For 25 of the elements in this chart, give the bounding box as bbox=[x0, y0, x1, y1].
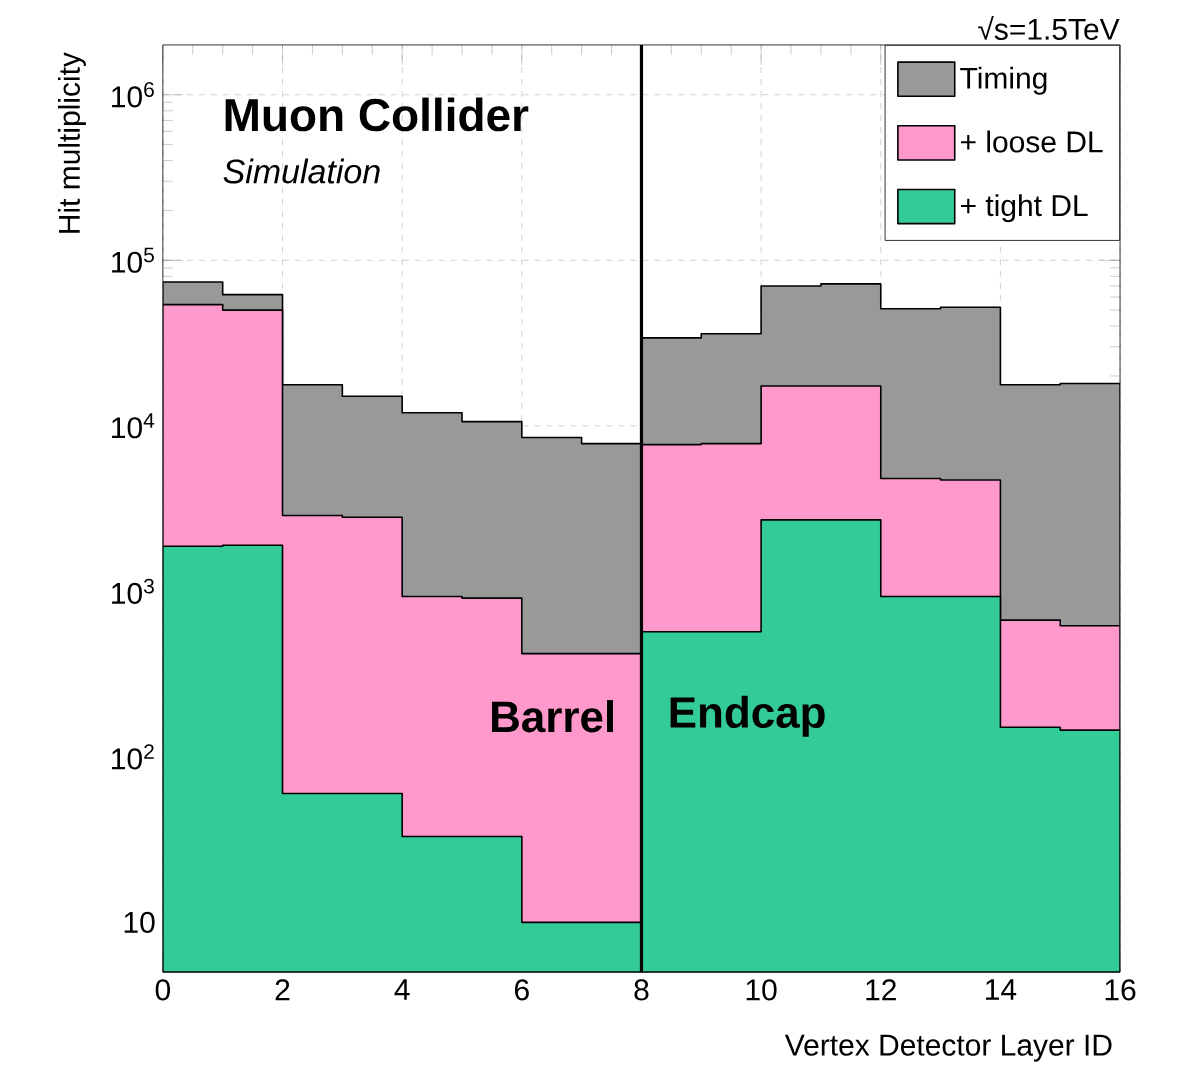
y-tick-label: 10$^{4}$ bbox=[112, 413, 155, 439]
annotation: Barrel bbox=[492, 699, 614, 733]
x-tick-label: 14 bbox=[986, 979, 1017, 1000]
legend-label: Timing bbox=[960, 66, 1047, 95]
y-tick-label: 10$^{5}$ bbox=[112, 247, 154, 273]
x-tick-label: 10 bbox=[746, 979, 777, 1001]
x-tick-label: 2 bbox=[275, 979, 290, 1000]
x-tick-label: 4 bbox=[394, 979, 410, 1000]
y-axis-title: Hit multiplicity bbox=[57, 51, 86, 233]
y-tick-label: 10$^{6}$ bbox=[112, 81, 154, 108]
y-tick-label: 10$^{2}$ bbox=[112, 743, 154, 770]
x-tick-label: 12 bbox=[866, 979, 896, 1000]
legend-label: + tight DL bbox=[961, 194, 1088, 222]
x-tick-label: 16 bbox=[1105, 979, 1136, 1001]
legend-label: + loose DL bbox=[961, 130, 1103, 153]
x-tick-label: 8 bbox=[634, 979, 649, 1001]
y-tick-label: 10$^{3}$ bbox=[112, 578, 154, 604]
x-axis-title: Vertex Detector Layer ID bbox=[784, 1034, 1112, 1062]
annotation: Simulation bbox=[223, 158, 380, 184]
x-tick-label: 6 bbox=[515, 979, 529, 1001]
y-tick-label: 10 bbox=[124, 911, 155, 933]
text: √s=1.5TeV bbox=[978, 15, 1120, 40]
x-tick-label: 0 bbox=[155, 979, 171, 1001]
annotation: Endcap bbox=[670, 695, 825, 737]
annotation: Muon Collider bbox=[225, 97, 529, 132]
